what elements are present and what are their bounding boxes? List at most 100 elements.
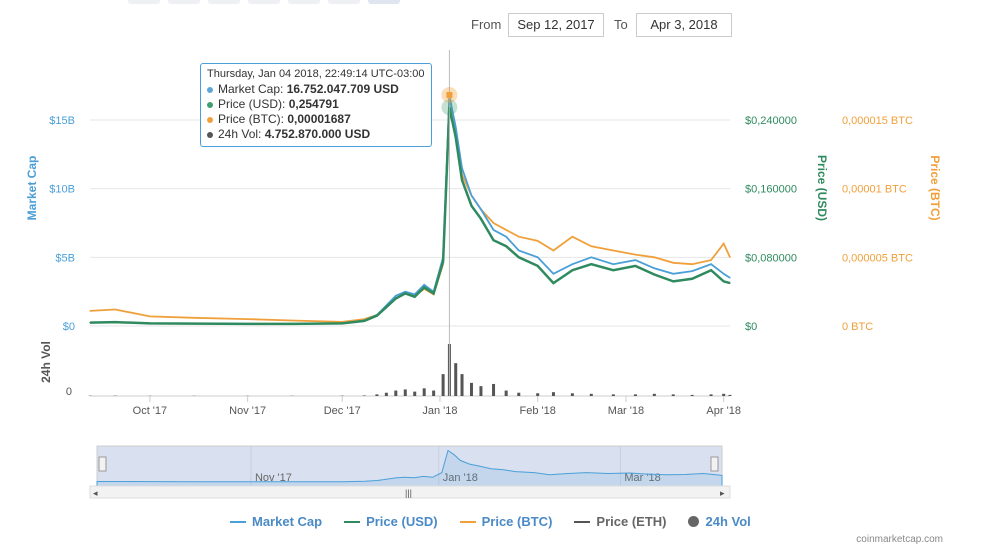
data-point — [114, 321, 116, 323]
data-point — [672, 262, 674, 264]
volume-bar — [492, 383, 496, 396]
zoom-button[interactable] — [248, 0, 280, 4]
x-tick-label: Feb '18 — [520, 405, 556, 417]
data-point — [537, 265, 539, 267]
legend-item-24h-vol[interactable]: 24h Vol — [688, 514, 751, 529]
data-point — [492, 239, 495, 241]
data-point — [404, 292, 406, 294]
y-tick-volume: 0 — [66, 386, 72, 398]
tooltip-row-price-btc: Price (BTC): 0,00001687 — [207, 112, 425, 127]
zoom-button-all[interactable] — [368, 0, 400, 4]
legend-item-price-usd[interactable]: Price (USD) — [344, 514, 438, 529]
data-point — [723, 280, 725, 282]
volume-bar — [551, 392, 555, 396]
volume-bar — [690, 394, 694, 396]
zoom-button[interactable] — [128, 0, 160, 4]
volume-bar — [536, 393, 540, 396]
navigator-handle-left — [98, 456, 107, 472]
data-point — [710, 263, 712, 265]
hover-marker-square — [446, 91, 453, 98]
data-point — [729, 277, 731, 279]
data-point — [612, 269, 614, 271]
legend-item-price-eth[interactable]: Price (ETH) — [574, 514, 666, 529]
data-point — [89, 310, 91, 312]
to-date-input[interactable]: Apr 3, 2018 — [636, 13, 732, 37]
volume-bar — [709, 394, 713, 396]
data-point — [691, 263, 693, 265]
tooltip-row-market-cap: Market Cap: 16.752.047.709 USD — [207, 82, 425, 97]
data-point — [470, 205, 473, 207]
navigator-selection — [96, 445, 723, 487]
volume-bar — [384, 392, 388, 396]
data-point — [653, 273, 655, 276]
data-point — [729, 256, 731, 258]
tooltip: Thursday, Jan 04 2018, 22:49:14 UTC-03:0… — [200, 63, 432, 147]
y-axis-title-market-cap: Market Cap — [25, 156, 39, 221]
volume-bar — [728, 394, 732, 396]
data-point — [89, 321, 91, 324]
data-point — [433, 292, 435, 294]
navigator-tick-label: Jan '18 — [443, 472, 478, 484]
navigator-tick-label: Nov '17 — [255, 472, 292, 484]
data-point — [505, 229, 507, 231]
volume-bar — [432, 390, 436, 396]
volume-bar — [570, 393, 574, 396]
volume-bar — [633, 394, 637, 396]
data-point — [470, 194, 473, 197]
zoom-buttons — [128, 0, 400, 4]
data-point — [672, 280, 674, 282]
data-point — [149, 315, 151, 317]
volume-bar — [589, 393, 593, 396]
data-point — [518, 256, 520, 258]
data-point — [552, 249, 555, 252]
navigator-series — [96, 449, 723, 487]
zoom-button[interactable] — [168, 0, 200, 4]
from-date-input[interactable]: Sep 12, 2017 — [508, 13, 604, 37]
navigator[interactable]: Nov '17 Jan '18 Mar '18 ◂ ▸ ||| — [89, 445, 731, 499]
zoom-button[interactable] — [328, 0, 360, 4]
data-point — [492, 222, 495, 224]
data-point — [455, 136, 457, 138]
y-tick-market-cap: $0 — [63, 321, 75, 333]
data-point — [612, 249, 614, 252]
volume-bar — [517, 392, 521, 396]
volume-bar — [611, 394, 615, 396]
legend-item-price-btc[interactable]: Price (BTC) — [459, 514, 552, 529]
volume-bar — [722, 393, 726, 396]
scrollbar-right-arrow: ▸ — [720, 488, 725, 498]
y-tick-market-cap: $5B — [55, 252, 75, 264]
y-tick-price-btc: 0,000015 BTC — [842, 115, 913, 127]
volume-bar — [671, 394, 675, 396]
data-point — [480, 218, 482, 220]
y-tick-price-btc: 0 BTC — [842, 321, 873, 333]
data-point — [653, 256, 655, 258]
volume-bar — [504, 390, 508, 396]
x-tick-label: Dec '17 — [324, 405, 361, 417]
data-point — [376, 315, 378, 317]
x-tick-label: Nov '17 — [229, 405, 266, 417]
data-point — [691, 278, 693, 280]
volume-bar — [479, 386, 483, 396]
legend-item-market-cap[interactable]: Market Cap — [230, 514, 322, 529]
credit[interactable]: coinmarketcap.com — [856, 534, 943, 545]
data-point — [505, 245, 507, 247]
data-point — [518, 236, 520, 238]
data-point — [612, 263, 614, 265]
data-point — [247, 318, 249, 320]
y-tick-price-usd: $0,080000 — [745, 252, 797, 264]
axis-labels: $0 $0 0 BTC $5B $0,080000 0,000005 BTC $10B $0,… — [25, 115, 942, 417]
data-point — [590, 245, 592, 247]
volume-bar — [469, 382, 473, 396]
data-point — [414, 293, 416, 296]
y-tick-price-usd: $0,160000 — [745, 184, 797, 196]
y-axis-title-price-btc: Price (BTC) — [928, 155, 942, 220]
tooltip-title: Thursday, Jan 04 2018, 22:49:14 UTC-03:0… — [207, 68, 425, 80]
series-line-price-usd- — [89, 107, 731, 326]
data-point — [505, 236, 507, 238]
zoom-button[interactable] — [208, 0, 240, 4]
x-tick-label: Mar '18 — [608, 405, 644, 417]
zoom-button[interactable] — [288, 0, 320, 4]
data-point — [723, 273, 725, 275]
volume-bar — [454, 363, 458, 396]
